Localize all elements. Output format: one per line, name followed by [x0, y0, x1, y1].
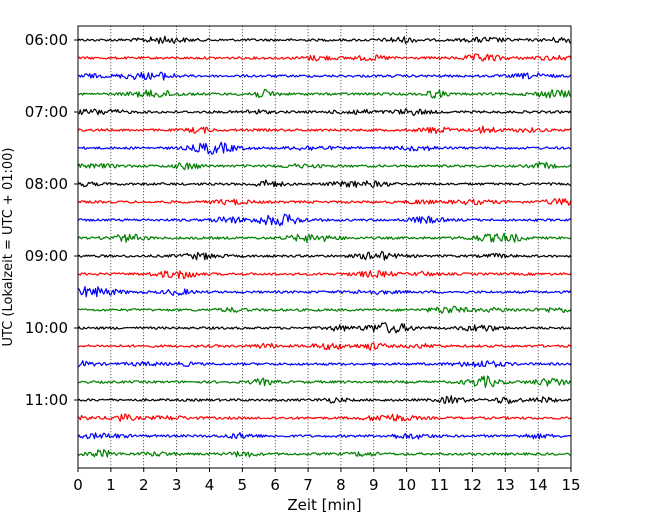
- x-tick-label: 14: [529, 476, 548, 494]
- trace-line: [77, 53, 572, 62]
- x-tick-label: 12: [463, 476, 482, 494]
- trace-line: [77, 286, 572, 298]
- x-tick-label: 11: [430, 476, 449, 494]
- x-tick-label: 5: [238, 476, 248, 494]
- x-tick-label: 2: [139, 476, 149, 494]
- y-tick-label: 10:00: [25, 319, 68, 337]
- trace-line: [77, 305, 572, 314]
- trace-line: [77, 432, 572, 440]
- x-tick-label: 10: [397, 476, 416, 494]
- trace-line: [77, 395, 571, 405]
- trace-line: [77, 360, 572, 368]
- trace-line: [77, 179, 572, 188]
- trace-line: [77, 449, 572, 458]
- trace-line: [77, 270, 572, 280]
- trace-line: [77, 250, 572, 261]
- y-tick-label: 06:00: [25, 31, 68, 49]
- x-tick-label: 3: [172, 476, 182, 494]
- y-tick-label: 08:00: [25, 175, 68, 193]
- trace-line: [77, 161, 572, 171]
- trace-line: [77, 232, 572, 243]
- x-tick-label: 4: [205, 476, 215, 494]
- x-tick-label: 6: [270, 476, 280, 494]
- y-tick-label: 09:00: [25, 247, 68, 265]
- trace-line: [77, 375, 572, 388]
- x-tick-label: 8: [336, 476, 346, 494]
- trace-line: [78, 108, 572, 117]
- x-axis-label: Zeit [min]: [287, 496, 361, 514]
- trace-line: [77, 125, 572, 135]
- y-tick-label: 11:00: [25, 391, 68, 409]
- x-tick-label: 0: [73, 476, 83, 494]
- trace-line: [77, 213, 572, 227]
- y-tick-label: 07:00: [25, 103, 68, 121]
- y-axis-label: UTC (Lokalzeit = UTC + 01:00): [1, 148, 16, 347]
- trace-line: [77, 88, 572, 99]
- x-tick-label: 1: [106, 476, 116, 494]
- trace-line: [77, 71, 572, 81]
- trace-line: [77, 141, 572, 155]
- trace-line: [77, 342, 572, 351]
- x-tick-label: 9: [369, 476, 379, 494]
- trace-line: [77, 198, 572, 206]
- trace-line: [77, 413, 572, 422]
- x-tick-label: 13: [496, 476, 515, 494]
- plot-background: [78, 26, 571, 468]
- trace-line: [77, 322, 572, 334]
- y-axis: 06:00 07:00 08:00 09:00 10:00 11:00: [25, 31, 78, 409]
- traces: [77, 35, 572, 458]
- plot-frame: [77, 25, 572, 469]
- trace-line: [77, 35, 572, 45]
- x-tick-label: 15: [561, 476, 580, 494]
- x-tick-label: 7: [303, 476, 313, 494]
- x-axis: 0 1 2 3 4 5 6 7 8 9 10 11 12 13 14 15: [73, 468, 581, 494]
